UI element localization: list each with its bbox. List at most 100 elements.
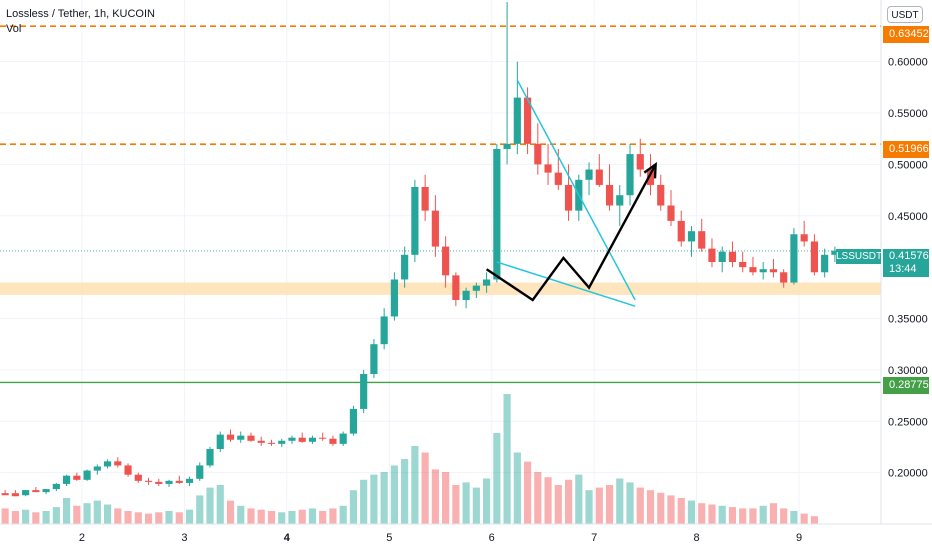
candle-body [534,143,542,165]
volume-bar [442,472,450,524]
candle-countdown: 13:44 [889,263,917,275]
candle-body [554,172,562,185]
candle-body [144,480,153,482]
volume-bar [83,503,91,524]
candle-body [155,481,163,484]
candle-body [636,154,644,170]
candle-body [380,316,388,345]
volume-bar [11,511,19,524]
volume-bar [595,487,603,524]
volume-bar [52,507,60,524]
wedge-lower-line [496,261,636,307]
volume-bar [667,495,675,524]
candle-body [63,475,71,484]
candle-body [708,248,716,262]
candle-body [124,465,132,475]
candle-body [523,97,532,144]
candle-body [339,433,347,444]
candle-body [360,373,368,409]
candle-body [544,164,552,173]
candle-body [431,210,439,247]
candle-body [175,480,183,483]
chart-title: Lossless / Tether, 1h, KUCOIN [6,8,155,20]
candle-body [401,254,409,280]
volume-bar [739,508,747,524]
volume-bar [462,482,470,524]
candle-body [790,234,798,283]
candle-body [165,480,173,484]
price-tick-label: 0.20000 [888,468,928,480]
candle-body [605,184,614,206]
price-tick-label: 0.55000 [888,108,928,120]
volume-bar [523,461,532,524]
candle-body [626,154,634,196]
candle-body [185,478,194,483]
candle-body [103,461,112,467]
volume-bar [216,485,224,524]
time-tick-label: 4 [284,532,291,544]
volume-bar [636,487,644,524]
volume-bar [698,503,706,524]
time-axis[interactable]: 2 3 4 5 6 7 8 9 [79,532,802,544]
volume-bar [452,485,460,524]
price-tick-label: 0.60000 [888,57,928,69]
volume-bar [237,505,245,524]
candle-body [11,493,19,497]
volume-bar [749,508,757,524]
time-tick-label: 2 [79,532,85,544]
volume-bar [32,512,40,524]
volume-bar [575,474,583,524]
candle-body [687,231,696,242]
candle-body [616,195,624,206]
volume-bar [308,508,317,524]
candle-body [483,279,491,286]
volume-bar [810,516,818,524]
volume-bar [769,503,778,524]
grid-lines [0,0,881,524]
candle-body [513,97,521,144]
candle-body [247,435,255,441]
volume-bar [339,505,347,524]
currency-badge[interactable]: USDT [887,6,923,23]
volume-bar [483,478,491,524]
volume-bar [626,482,634,524]
volume-bar [185,509,194,524]
volume-bar [401,459,409,524]
volume-bar [616,478,624,524]
trend-drawings[interactable] [485,79,657,307]
price-axis[interactable]: 0.60000 0.55000 0.50000 0.45000 0.35000 0.300… [888,57,928,480]
volume-bar [646,490,655,524]
candles [1,2,839,497]
price-tick-label: 0.30000 [888,365,928,377]
volume-bar [93,500,101,524]
support-tag: 0.28775 [883,377,929,394]
candle-body [83,470,91,480]
candle-body [698,231,706,249]
candle-body [22,490,30,496]
volume-bar [411,446,419,524]
horizontal-levels[interactable] [0,25,881,384]
candle-body [206,448,214,466]
volume-bar [196,495,204,524]
volume-bar [790,511,798,524]
candle-body [564,184,573,211]
volume-bar [103,504,112,524]
volume-bar [544,477,552,524]
candle-body [257,440,265,443]
candle-body [800,234,808,242]
volume-bar [421,452,429,524]
time-tick-label: 9 [796,532,802,544]
candle-body [718,251,726,262]
last-price-tag: 0.41576 13:44 [883,249,929,277]
candle-body [226,434,235,440]
volume-bars [1,394,818,524]
candle-body [370,344,378,374]
volume-label: Vol [6,23,22,35]
volume-bar [472,487,480,524]
candle-body [503,143,511,149]
volume-bar [124,511,132,524]
support-zone[interactable] [0,282,881,295]
price-tick-label: 0.50000 [888,159,928,171]
volume-bar [134,512,142,524]
